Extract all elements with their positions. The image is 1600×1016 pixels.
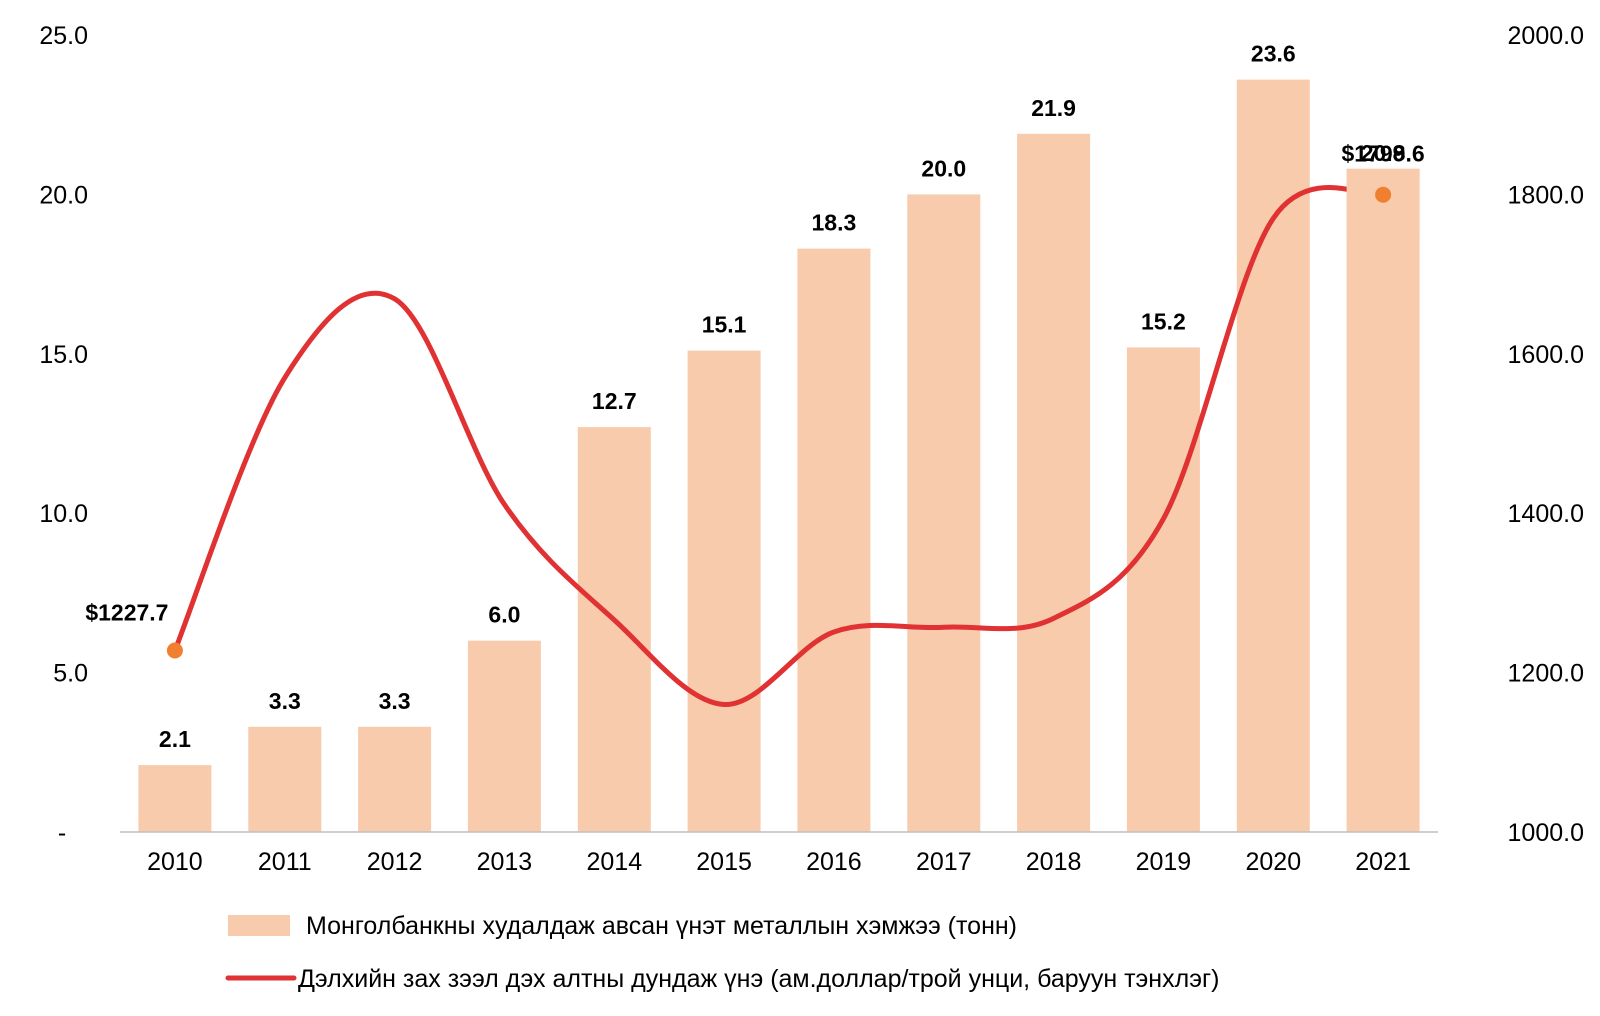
- x-tick-label-2017: 2017: [916, 848, 972, 876]
- bar-2018: [1017, 133, 1091, 833]
- x-tick-label-2014: 2014: [586, 848, 642, 876]
- left-tick-label: 10.0: [39, 500, 88, 528]
- x-tick-label-2013: 2013: [477, 848, 533, 876]
- bar-2012: [358, 726, 432, 832]
- legend-entry-bars: Монголбанкны худалдаж авсан үнэт металлы…: [306, 912, 1017, 940]
- labels-layer: 2.1 3.3 3.3 6.0 12.7 15.1 18.3 20.0 21.9 15.2 23.6…: [85, 41, 1425, 752]
- bar-value-label-2020: 23.6: [1251, 41, 1296, 67]
- line-layer: [172, 185, 1386, 708]
- x-tick-label-2021: 2021: [1355, 848, 1411, 876]
- right-tick-label: 2000.0: [1508, 22, 1584, 50]
- bar-2014: [577, 427, 651, 832]
- bar-2011: [248, 726, 322, 832]
- bar-value-label-2014: 12.7: [592, 388, 637, 414]
- bar-2015: [687, 350, 761, 832]
- bar-value-label-2013: 6.0: [488, 602, 520, 628]
- price-marker-2021: [1375, 186, 1392, 203]
- legend-bar-swatch: [228, 915, 290, 936]
- bar-2017: [907, 194, 981, 832]
- x-tick-label-2010: 2010: [147, 848, 203, 876]
- right-tick-label: 1400.0: [1508, 500, 1584, 528]
- price-label-2010: $1227.7: [85, 600, 168, 626]
- x-tick-label-2011: 2011: [258, 848, 312, 876]
- legend-entry-line: Дэлхийн зах зээл дэх алтны дундаж үнэ (а…: [298, 965, 1219, 993]
- bar-value-label-2010: 2.1: [159, 726, 191, 752]
- bar-value-label-2018: 21.9: [1031, 95, 1076, 121]
- bar-2021: [1346, 168, 1420, 832]
- x-tick-label-2015: 2015: [696, 848, 752, 876]
- bar-value-label-2011: 3.3: [269, 688, 301, 714]
- gold-price-line: [172, 185, 1386, 708]
- left-tick-label: 5.0: [53, 660, 88, 688]
- bar-2013: [467, 640, 541, 832]
- x-tick-label-2020: 2020: [1245, 848, 1301, 876]
- bar-2016: [797, 248, 871, 833]
- right-tick-label: 1200.0: [1508, 660, 1584, 688]
- left-tick-label: 25.0: [39, 22, 88, 50]
- x-tick-label-2018: 2018: [1026, 848, 1082, 876]
- bar-value-label-2015: 15.1: [702, 312, 747, 338]
- x-tick-label-2019: 2019: [1136, 848, 1192, 876]
- right-tick-label: 1800.0: [1508, 181, 1584, 209]
- left-tick-label: 15.0: [39, 341, 88, 369]
- right-tick-label: 1000.0: [1508, 819, 1584, 847]
- bars-layer: [138, 79, 1420, 833]
- right-tick-label: 1600.0: [1508, 341, 1584, 369]
- x-tick-label-2016: 2016: [806, 848, 862, 876]
- bar-2010: [138, 765, 212, 832]
- left-tick-label: 20.0: [39, 181, 88, 209]
- left-tick-label: -: [58, 819, 66, 847]
- bar-value-label-2012: 3.3: [379, 688, 411, 714]
- x-tick-label-2012: 2012: [367, 848, 423, 876]
- bar-value-label-2019: 15.2: [1141, 308, 1186, 334]
- price-marker-2010: [166, 642, 183, 659]
- legend: Монголбанкны худалдаж авсан үнэт металлы…: [225, 912, 1219, 993]
- price-label-2021: $1799.6: [1342, 141, 1425, 167]
- bar-value-label-2017: 20.0: [921, 155, 966, 181]
- bar-2019: [1126, 347, 1200, 832]
- bar-value-label-2021: 20.8: [1361, 140, 1406, 166]
- bar-2020: [1236, 79, 1310, 833]
- bar-value-label-2016: 18.3: [812, 210, 857, 236]
- axes: 2010 2011 2012 2013 2014 2015 2016 2017 2018 2019…: [39, 22, 1584, 876]
